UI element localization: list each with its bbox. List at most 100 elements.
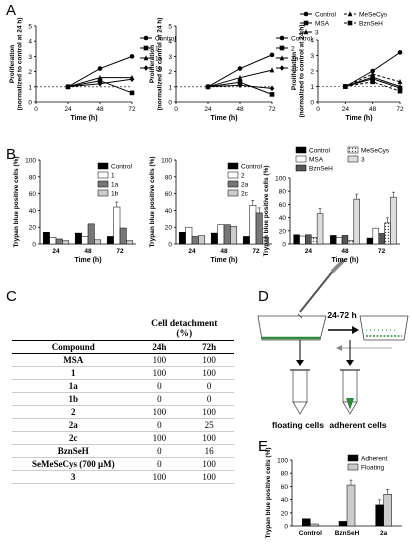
legend-label: MeSeCys	[361, 148, 390, 155]
legend-swatch	[227, 171, 239, 179]
value-72h-cell: 0	[184, 392, 234, 406]
legend-label: BznSeH	[309, 166, 333, 173]
bar	[293, 234, 300, 245]
legend-label: Control	[241, 164, 263, 171]
bar	[255, 212, 263, 245]
data-point	[97, 74, 103, 80]
x-tick-label: 72	[128, 106, 136, 113]
value-72h-cell: 25	[184, 418, 234, 432]
floating-cells-label: floating cells	[272, 420, 324, 430]
arrow-right	[328, 326, 359, 334]
y-axis-label: Proliferation(normalized to control at 2…	[9, 18, 24, 111]
bar	[338, 521, 348, 527]
bar	[42, 231, 50, 245]
panel-letter-e: E	[258, 438, 269, 455]
x-axis-label: Time (h)	[70, 115, 97, 122]
bar	[230, 226, 238, 245]
data-point	[129, 54, 135, 59]
y-tick-label: 0	[28, 100, 32, 107]
value-24h-cell: 0	[134, 444, 185, 458]
x-tick-label: 72	[116, 248, 124, 255]
panel-letter-c: C	[6, 288, 17, 305]
value-24h-cell: 100	[134, 366, 185, 380]
y-tick-label: 20	[29, 225, 37, 232]
y-tick-label: 40	[281, 497, 289, 504]
compound-cell: 1a	[12, 379, 135, 393]
bar	[119, 227, 127, 245]
data-point	[269, 92, 275, 97]
value-72h-cell: 100	[184, 457, 234, 471]
x-tick-label: Control	[299, 530, 322, 537]
legend-swatch	[97, 162, 109, 170]
x-tick-label: 24	[305, 248, 313, 255]
data-point	[237, 79, 243, 85]
y-tick-label: 1	[168, 84, 172, 91]
y-tick-label: 20	[165, 225, 173, 232]
y-tick-label: 3	[28, 54, 32, 61]
y-axis-label: Trypan blue positive cells (%)	[13, 156, 20, 247]
y-axis-label-line: Trypan blue positive cells (%)	[263, 165, 270, 256]
y-axis-label: Trypan blue positive cells (%)	[265, 447, 272, 538]
y-axis-label-line: Trypan blue positive cells (%)	[265, 447, 272, 538]
bar	[49, 237, 57, 245]
x-tick-label: 72	[252, 248, 260, 255]
legend-marker	[143, 55, 149, 61]
x-tick-label: 72	[378, 248, 386, 255]
legend-swatch	[295, 164, 307, 172]
x-axis-label: Time (h)	[74, 257, 101, 264]
value-72h-cell: 100	[184, 405, 234, 419]
legend-label: BznSeH	[359, 21, 383, 28]
x-tick-label: BznSeH	[335, 530, 360, 537]
legend-label: MeSeCys	[359, 12, 388, 19]
legend-swatch	[295, 146, 307, 154]
x-tick-label: 24	[52, 248, 60, 255]
legend-label: 2a	[291, 56, 299, 63]
table-row: 2c 100 100	[12, 431, 234, 445]
bar	[353, 198, 360, 245]
x-tick-label: 0	[316, 106, 320, 113]
header-compound: Compound	[12, 340, 135, 354]
y-tick-label: 100	[25, 158, 36, 165]
bar	[210, 232, 218, 245]
y-tick-label: 3	[168, 54, 172, 61]
y-tick-label: 20	[279, 228, 287, 235]
legend-label: 3	[315, 30, 319, 37]
header-72h: 72h	[184, 340, 234, 354]
data-point	[343, 84, 348, 89]
y-axis-label-line: Proliferation	[149, 45, 156, 83]
legend-swatch	[347, 146, 359, 154]
y-tick-label: 60	[29, 191, 37, 198]
legend-label: Control	[315, 12, 337, 19]
data-point	[397, 83, 403, 89]
pipette-icon	[297, 258, 346, 319]
y-tick-label: 4	[310, 38, 314, 45]
data-point	[237, 74, 243, 80]
panel-letter-d: D	[258, 288, 269, 305]
bar	[94, 239, 102, 245]
legend-label: 2c	[291, 66, 299, 73]
y-axis-label-line: (normalized to control at 24 h)	[299, 25, 306, 118]
y-tick-label: 1	[28, 84, 32, 91]
data-point	[397, 79, 403, 85]
legend-marker	[303, 29, 309, 35]
y-axis-label: Trypan blue positive cells (%)	[263, 165, 270, 256]
y-tick-label: 40	[279, 215, 287, 222]
legend-marker	[347, 20, 353, 26]
legend-label: MSA	[309, 157, 324, 164]
value-24h-cell: 0	[134, 457, 185, 471]
legend-label: 1	[155, 46, 159, 53]
legend-label: Control	[291, 36, 313, 43]
legend-marker	[279, 55, 285, 61]
value-72h-cell: 100	[184, 366, 234, 380]
bar	[299, 235, 306, 245]
x-axis-label: Time (h)	[331, 257, 358, 264]
bar	[113, 206, 121, 245]
table-row: 3 100 100	[12, 470, 234, 484]
bar	[178, 231, 186, 245]
legend-label: 2	[291, 46, 295, 53]
value-72h-cell: 100	[184, 470, 234, 484]
table-row: BznSeH 0 16	[12, 444, 234, 458]
bar	[347, 240, 355, 245]
y-tick-label: 60	[281, 484, 289, 491]
y-tick-label: 2	[310, 69, 314, 76]
